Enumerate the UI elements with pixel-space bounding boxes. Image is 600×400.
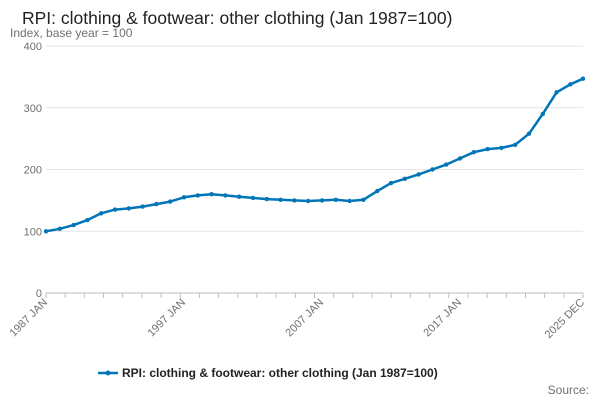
data-point xyxy=(388,180,394,186)
data-point xyxy=(237,194,242,199)
legend-label: RPI: clothing & footwear: other clothing… xyxy=(122,366,438,380)
x-tick-label: 1997 JAN xyxy=(145,297,188,340)
data-point xyxy=(278,197,283,202)
data-point xyxy=(99,211,104,216)
x-tick-label: 1987 JAN xyxy=(7,297,50,340)
data-point xyxy=(250,195,256,201)
data-point xyxy=(319,198,325,203)
data-point xyxy=(306,198,311,204)
data-point xyxy=(181,195,187,200)
data-point xyxy=(85,217,90,223)
x-tick-label: 2017 JAN xyxy=(421,297,464,340)
data-point xyxy=(526,131,532,136)
data-point xyxy=(430,167,435,172)
series-group xyxy=(43,76,586,234)
chart-title: RPI: clothing & footwear: other clothing… xyxy=(22,8,452,28)
data-point xyxy=(71,222,76,228)
data-point xyxy=(402,176,407,181)
data-point xyxy=(416,172,421,177)
data-point xyxy=(540,111,545,117)
y-tick-label: 0 xyxy=(36,288,42,300)
data-point xyxy=(57,226,62,231)
data-point xyxy=(580,76,586,81)
source-label: Source: xyxy=(548,383,589,397)
y-tick-label: 200 xyxy=(24,165,42,177)
data-point xyxy=(112,207,118,212)
data-point xyxy=(554,90,559,95)
data-point xyxy=(140,204,145,209)
y-tick-label: 400 xyxy=(24,41,42,53)
y-axis-subtitle: Index, base year = 100 xyxy=(10,26,133,40)
x-axis: 1987 JAN 1997 JAN 2007 JAN 2017 JAN 2025 DEC xyxy=(7,293,587,341)
data-point xyxy=(361,197,366,202)
data-point xyxy=(471,150,476,155)
data-point xyxy=(457,156,463,161)
data-point xyxy=(444,162,449,167)
y-tick-label: 100 xyxy=(24,226,42,238)
data-point xyxy=(485,146,490,152)
data-point xyxy=(333,197,338,202)
series-line xyxy=(44,77,585,233)
gridlines xyxy=(46,45,583,294)
x-tick-label: 2025 DEC xyxy=(543,297,587,341)
data-point xyxy=(154,201,159,207)
data-point xyxy=(347,198,352,204)
data-point xyxy=(513,142,518,147)
y-axis-ticks: 0 100 200 300 400 xyxy=(24,41,42,300)
data-point xyxy=(195,193,200,198)
data-point xyxy=(499,145,504,151)
y-tick-label: 300 xyxy=(24,103,42,115)
data-point xyxy=(264,196,269,202)
legend: RPI: clothing & footwear: other clothing… xyxy=(98,366,438,380)
data-point xyxy=(223,193,228,198)
data-point xyxy=(375,188,380,194)
legend-dot-marker xyxy=(105,370,111,376)
data-point xyxy=(209,192,214,197)
data-point xyxy=(292,198,297,203)
data-point xyxy=(43,229,49,234)
data-point xyxy=(168,199,173,204)
data-point xyxy=(126,206,131,211)
x-tick-label: 2007 JAN xyxy=(283,297,326,340)
data-point xyxy=(568,82,573,87)
